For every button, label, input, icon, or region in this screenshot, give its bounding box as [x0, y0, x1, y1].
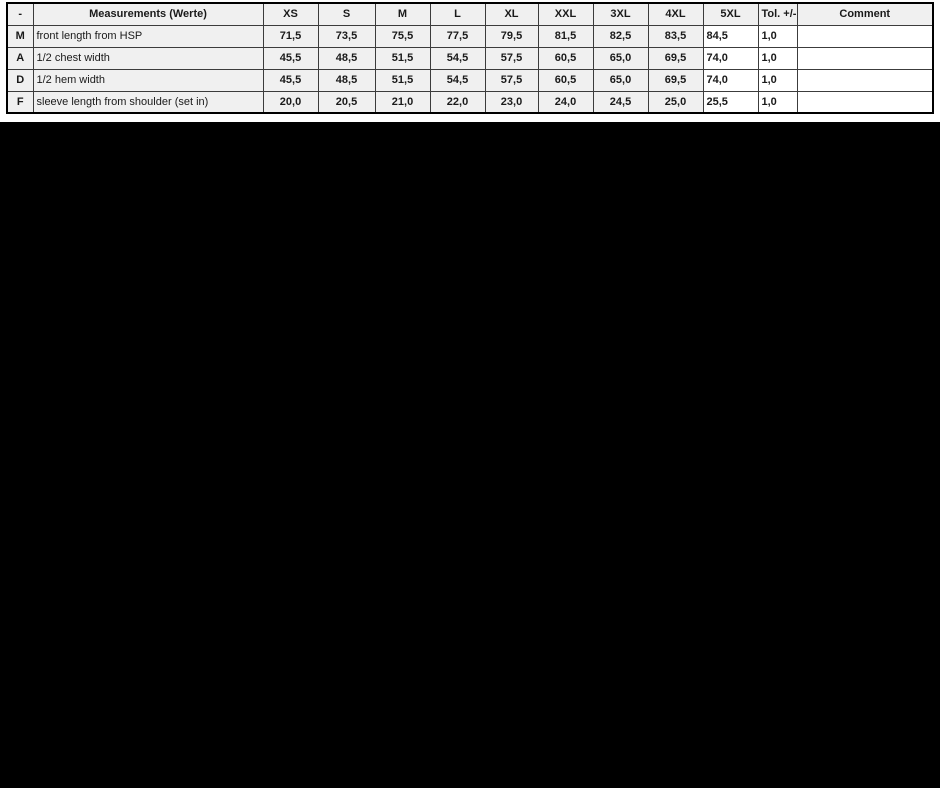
- size-value: 25,0: [647, 90, 704, 114]
- size-value: 51,5: [374, 68, 431, 92]
- size-value: 81,5: [537, 24, 594, 48]
- comment-cell: [796, 24, 934, 48]
- size-value: 74,0: [702, 46, 759, 70]
- size-value: 65,0: [592, 46, 649, 70]
- size-value: 71,5: [262, 24, 319, 48]
- header-l: L: [429, 2, 486, 26]
- header-dash: -: [6, 2, 34, 26]
- size-value: 54,5: [429, 68, 486, 92]
- measurement-name: front length from HSP: [32, 24, 264, 48]
- size-value: 65,0: [592, 68, 649, 92]
- header-comment: Comment: [796, 2, 934, 26]
- row-code: A: [6, 46, 34, 70]
- row-code: F: [6, 90, 34, 114]
- size-value: 22,0: [429, 90, 486, 114]
- size-value: 51,5: [374, 46, 431, 70]
- header-s: S: [317, 2, 376, 26]
- size-value: 54,5: [429, 46, 486, 70]
- measurement-name: sleeve length from shoulder (set in): [32, 90, 264, 114]
- size-value: 25,5: [702, 90, 759, 114]
- comment-cell: [796, 90, 934, 114]
- size-value: 82,5: [592, 24, 649, 48]
- size-value: 60,5: [537, 68, 594, 92]
- size-value: 83,5: [647, 24, 704, 48]
- size-value: 20,5: [317, 90, 376, 114]
- table-header-row: - Measurements (Werte) XS S M L XL XXL 3XL 4XL 5XL…: [6, 2, 934, 26]
- size-value: 73,5: [317, 24, 376, 48]
- size-value: 69,5: [647, 46, 704, 70]
- header-m: M: [374, 2, 431, 26]
- black-background: [0, 122, 940, 788]
- tolerance-value: 1,0: [757, 24, 798, 48]
- comment-cell: [796, 46, 934, 70]
- size-value: 74,0: [702, 68, 759, 92]
- header-xl: XL: [484, 2, 539, 26]
- size-value: 69,5: [647, 68, 704, 92]
- row-code: D: [6, 68, 34, 92]
- table-row: D 1/2 hem width 45,5 48,5 51,5 54,5 57,5 60,5 65…: [6, 68, 934, 92]
- size-value: 45,5: [262, 68, 319, 92]
- size-value: 57,5: [484, 46, 539, 70]
- tolerance-value: 1,0: [757, 46, 798, 70]
- measurement-name: 1/2 chest width: [32, 46, 264, 70]
- header-4xl: 4XL: [647, 2, 704, 26]
- size-value: 45,5: [262, 46, 319, 70]
- size-value: 75,5: [374, 24, 431, 48]
- row-code: M: [6, 24, 34, 48]
- document-area: - Measurements (Werte) XS S M L XL XXL 3XL 4XL 5XL…: [0, 0, 940, 122]
- size-value: 24,5: [592, 90, 649, 114]
- header-5xl: 5XL: [702, 2, 759, 26]
- measurement-table: - Measurements (Werte) XS S M L XL XXL 3XL 4XL 5XL…: [6, 2, 934, 114]
- comment-cell: [796, 68, 934, 92]
- size-value: 79,5: [484, 24, 539, 48]
- header-3xl: 3XL: [592, 2, 649, 26]
- header-tol: Tol. +/-: [757, 2, 798, 26]
- size-value: 77,5: [429, 24, 486, 48]
- size-value: 48,5: [317, 68, 376, 92]
- size-value: 57,5: [484, 68, 539, 92]
- size-value: 21,0: [374, 90, 431, 114]
- header-xxl: XXL: [537, 2, 594, 26]
- header-xs: XS: [262, 2, 319, 26]
- measurement-name: 1/2 hem width: [32, 68, 264, 92]
- size-value: 60,5: [537, 46, 594, 70]
- size-value: 84,5: [702, 24, 759, 48]
- header-measurements: Measurements (Werte): [32, 2, 264, 26]
- size-value: 24,0: [537, 90, 594, 114]
- size-value: 20,0: [262, 90, 319, 114]
- tolerance-value: 1,0: [757, 90, 798, 114]
- table-row: A 1/2 chest width 45,5 48,5 51,5 54,5 57,5 60,5…: [6, 46, 934, 70]
- tolerance-value: 1,0: [757, 68, 798, 92]
- size-value: 23,0: [484, 90, 539, 114]
- size-value: 48,5: [317, 46, 376, 70]
